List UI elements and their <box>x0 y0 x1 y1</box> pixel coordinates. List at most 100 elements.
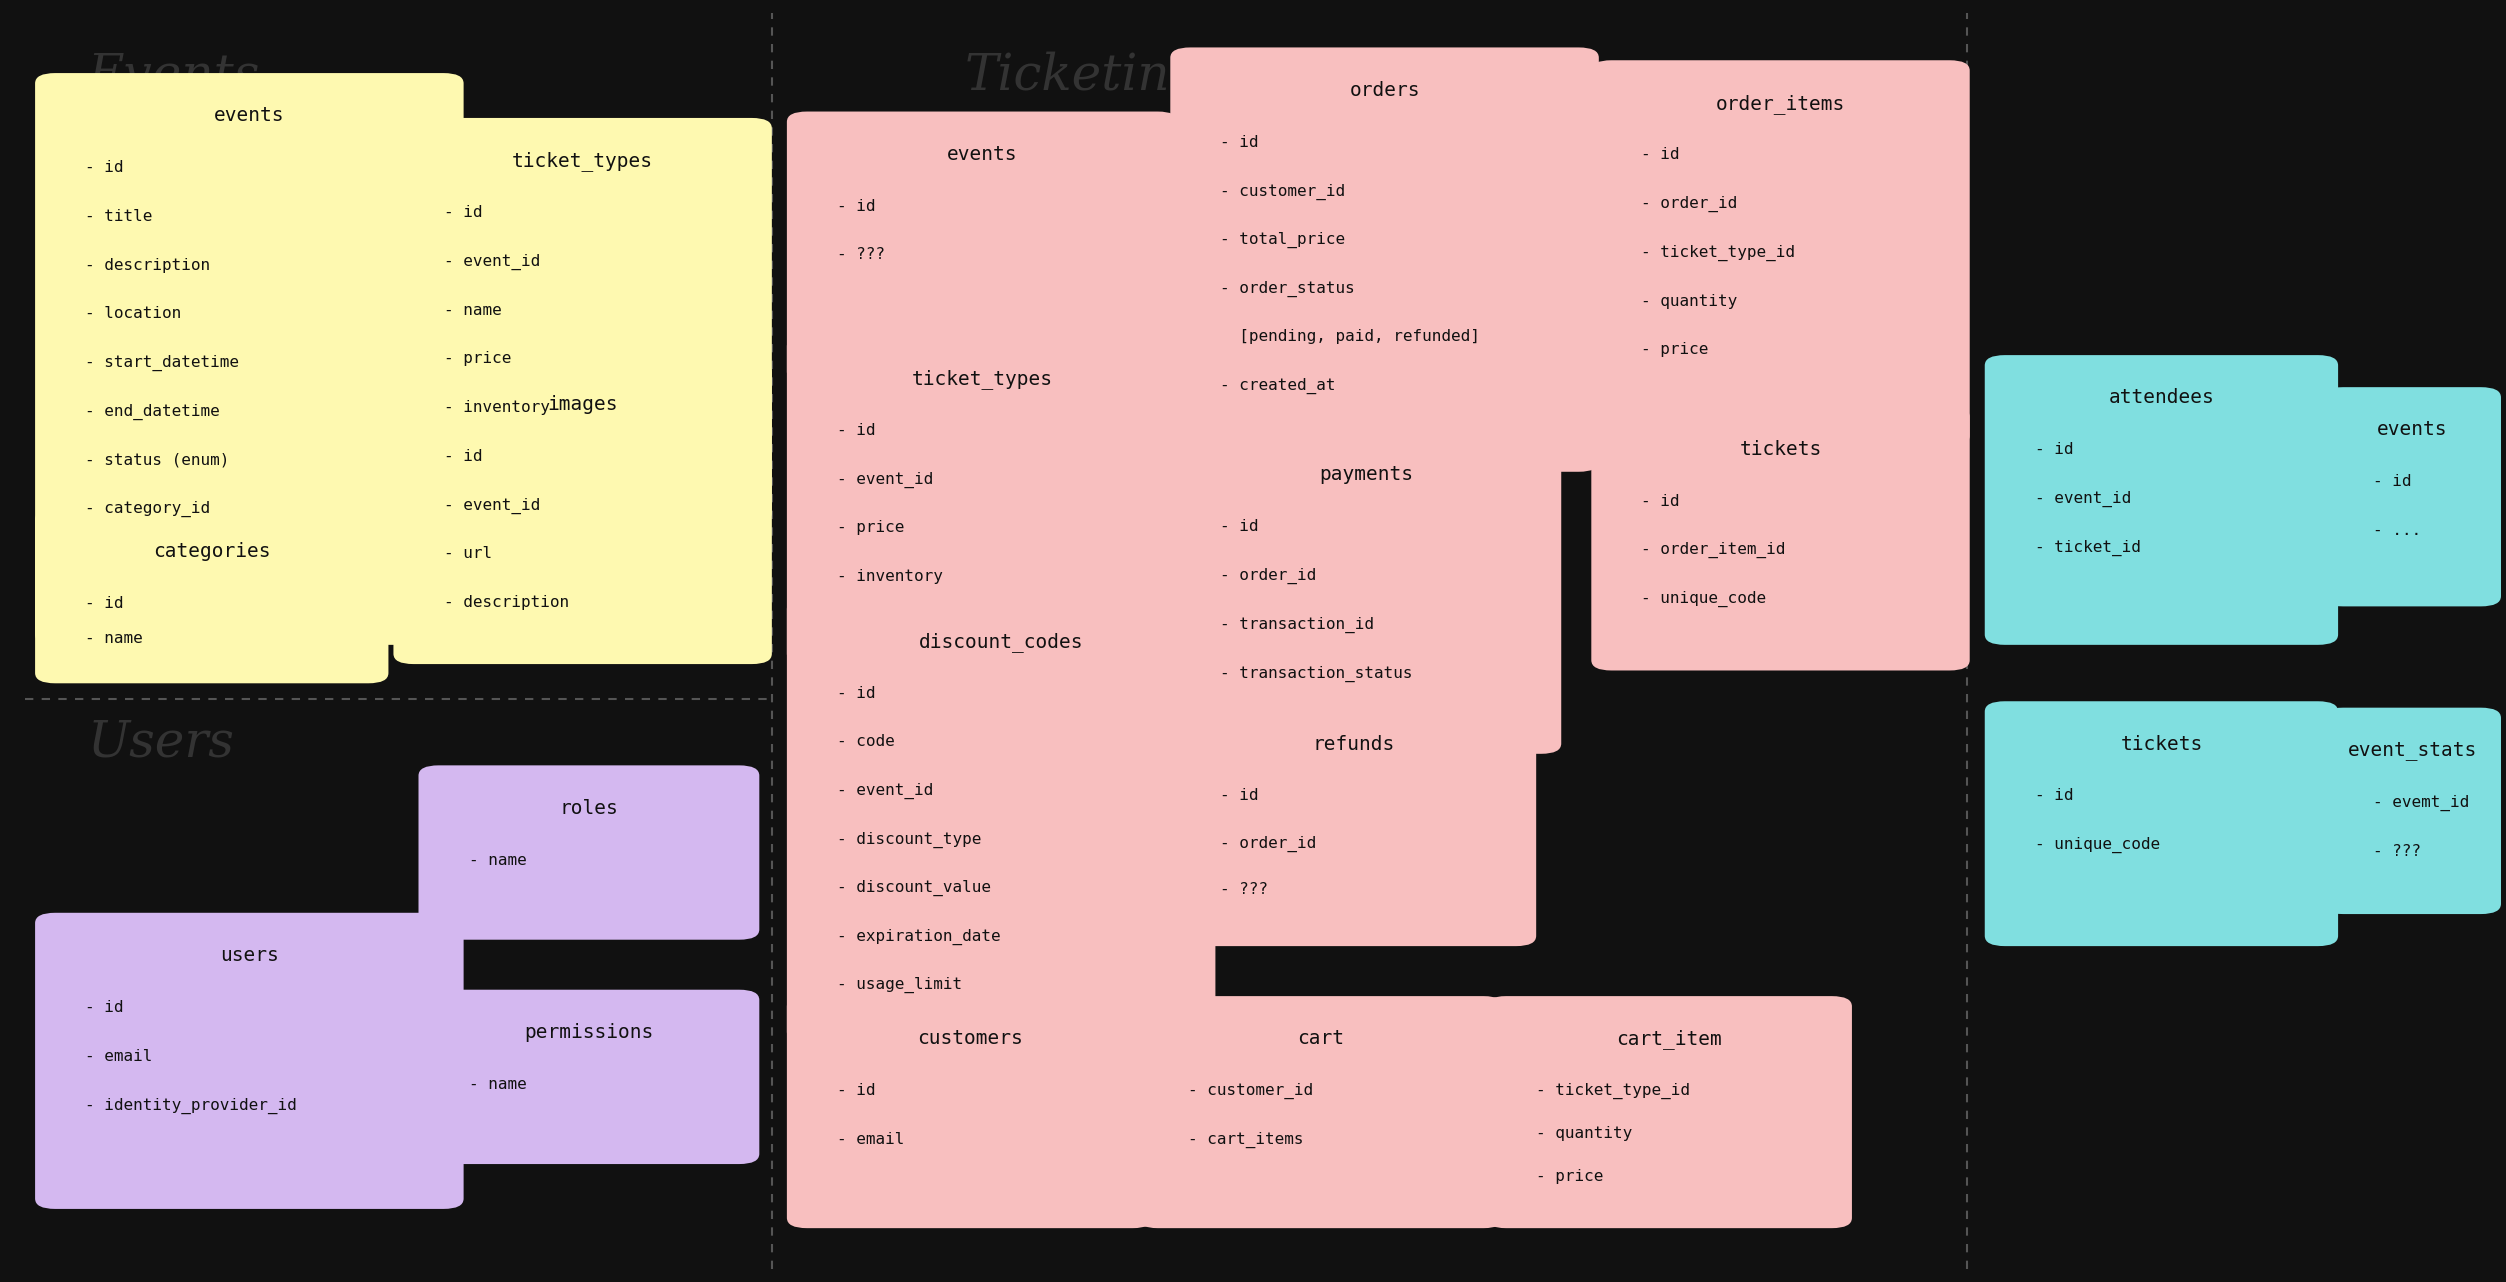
Text: Users: Users <box>88 718 236 768</box>
Text: - price: - price <box>444 351 511 367</box>
Text: - unique_code: - unique_code <box>2035 837 2160 854</box>
FancyBboxPatch shape <box>35 913 464 1209</box>
FancyBboxPatch shape <box>1170 701 1536 946</box>
Text: Events: Events <box>88 51 261 101</box>
Text: cart_item: cart_item <box>1616 1029 1722 1050</box>
Text: - ticket_type_id: - ticket_type_id <box>1536 1083 1689 1100</box>
Text: - email: - email <box>85 1049 153 1064</box>
Text: - event_id: - event_id <box>444 497 539 514</box>
Text: - id: - id <box>837 1083 875 1099</box>
Text: events: events <box>2376 420 2448 440</box>
Text: - order_id: - order_id <box>1641 196 1737 213</box>
Text: - id: - id <box>444 205 481 221</box>
Text: discount_codes: discount_codes <box>920 632 1083 653</box>
Text: - id: - id <box>1641 147 1679 163</box>
Text: customers: customers <box>917 1029 1022 1049</box>
Text: tickets: tickets <box>2120 735 2203 754</box>
FancyBboxPatch shape <box>393 118 772 523</box>
Text: - transaction_status: - transaction_status <box>1220 665 1413 682</box>
Text: - inventory: - inventory <box>837 569 942 585</box>
Text: - location: - location <box>85 306 180 322</box>
Text: ticket_types: ticket_types <box>511 151 654 172</box>
Text: - id: - id <box>1220 788 1258 804</box>
Text: - description: - description <box>444 595 569 610</box>
Text: - start_datetime: - start_datetime <box>85 355 238 372</box>
Text: - id: - id <box>2373 474 2411 490</box>
FancyBboxPatch shape <box>1591 60 1970 446</box>
Text: - order_id: - order_id <box>1220 836 1316 851</box>
Text: cart: cart <box>1298 1029 1343 1049</box>
Text: - price: - price <box>1536 1169 1604 1183</box>
Text: Attendance: Attendance <box>2030 487 2318 537</box>
FancyBboxPatch shape <box>1985 701 2338 946</box>
Text: - url: - url <box>444 546 491 562</box>
Text: - id: - id <box>1641 494 1679 509</box>
Text: - ???: - ??? <box>1220 882 1268 897</box>
Text: roles: roles <box>559 799 619 818</box>
Text: - price: - price <box>1641 342 1709 358</box>
Text: - event_id: - event_id <box>444 254 539 271</box>
Text: events: events <box>947 145 1017 164</box>
Text: - name: - name <box>444 303 501 318</box>
Text: - name: - name <box>469 1077 526 1092</box>
FancyBboxPatch shape <box>35 509 388 683</box>
FancyBboxPatch shape <box>393 362 772 664</box>
Text: refunds: refunds <box>1313 735 1393 754</box>
Text: - customer_id: - customer_id <box>1188 1083 1313 1100</box>
Text: - id: - id <box>444 449 481 464</box>
Text: - category_id: - category_id <box>85 501 211 518</box>
Text: - ticket_id: - ticket_id <box>2035 540 2140 556</box>
Text: - ...: - ... <box>2373 523 2421 538</box>
Text: ticket_types: ticket_types <box>912 369 1053 390</box>
Text: - order_item_id: - order_item_id <box>1641 542 1787 559</box>
Text: - id: - id <box>1220 135 1258 150</box>
FancyBboxPatch shape <box>787 112 1178 382</box>
Text: Ticketing: Ticketing <box>965 51 1203 101</box>
Text: images: images <box>546 395 619 414</box>
Text: - email: - email <box>837 1132 905 1147</box>
Text: - total_price: - total_price <box>1220 232 1346 249</box>
Text: - order_status: - order_status <box>1220 281 1356 297</box>
Text: users: users <box>221 946 278 965</box>
FancyBboxPatch shape <box>787 996 1153 1228</box>
Text: events: events <box>213 106 286 126</box>
Text: orders: orders <box>1348 81 1421 100</box>
Text: - discount_type: - discount_type <box>837 832 982 847</box>
Text: - id: - id <box>837 199 875 214</box>
Text: - discount_value: - discount_value <box>837 879 990 896</box>
Text: - id: - id <box>2035 788 2072 804</box>
Text: - created_at: - created_at <box>1220 378 1336 395</box>
Text: - id: - id <box>85 1000 123 1015</box>
Text: - identity_provider_id: - identity_provider_id <box>85 1097 296 1114</box>
FancyBboxPatch shape <box>419 990 759 1164</box>
Text: - order_id: - order_id <box>1220 568 1316 585</box>
FancyBboxPatch shape <box>35 73 464 645</box>
Text: - expiration_date: - expiration_date <box>837 928 1000 945</box>
Text: - status (enum): - status (enum) <box>85 453 231 468</box>
Text: - name: - name <box>85 632 143 646</box>
Text: - id: - id <box>2035 442 2072 458</box>
Text: - ???: - ??? <box>837 247 885 263</box>
Text: - description: - description <box>85 258 211 273</box>
Text: - price: - price <box>837 520 905 536</box>
FancyBboxPatch shape <box>787 336 1178 664</box>
Text: tickets: tickets <box>1739 440 1822 459</box>
Text: - inventory: - inventory <box>444 400 549 415</box>
Text: order_items: order_items <box>1717 94 1844 114</box>
Text: permissions: permissions <box>524 1023 654 1042</box>
Text: - title: - title <box>85 209 153 224</box>
Text: - id: - id <box>837 423 875 438</box>
Text: event_stats: event_stats <box>2348 741 2476 760</box>
Text: - customer_id: - customer_id <box>1220 183 1346 200</box>
FancyBboxPatch shape <box>1138 996 1504 1228</box>
FancyBboxPatch shape <box>1170 47 1599 472</box>
FancyBboxPatch shape <box>787 599 1215 1042</box>
FancyBboxPatch shape <box>1591 406 1970 670</box>
Text: - cart_items: - cart_items <box>1188 1132 1303 1149</box>
Text: - id: - id <box>1220 519 1258 535</box>
FancyBboxPatch shape <box>1486 996 1852 1228</box>
Text: - code: - code <box>837 735 895 750</box>
Text: - unique_code: - unique_code <box>1641 591 1767 608</box>
Text: - id: - id <box>85 596 123 612</box>
Text: - evemt_id: - evemt_id <box>2373 795 2468 812</box>
